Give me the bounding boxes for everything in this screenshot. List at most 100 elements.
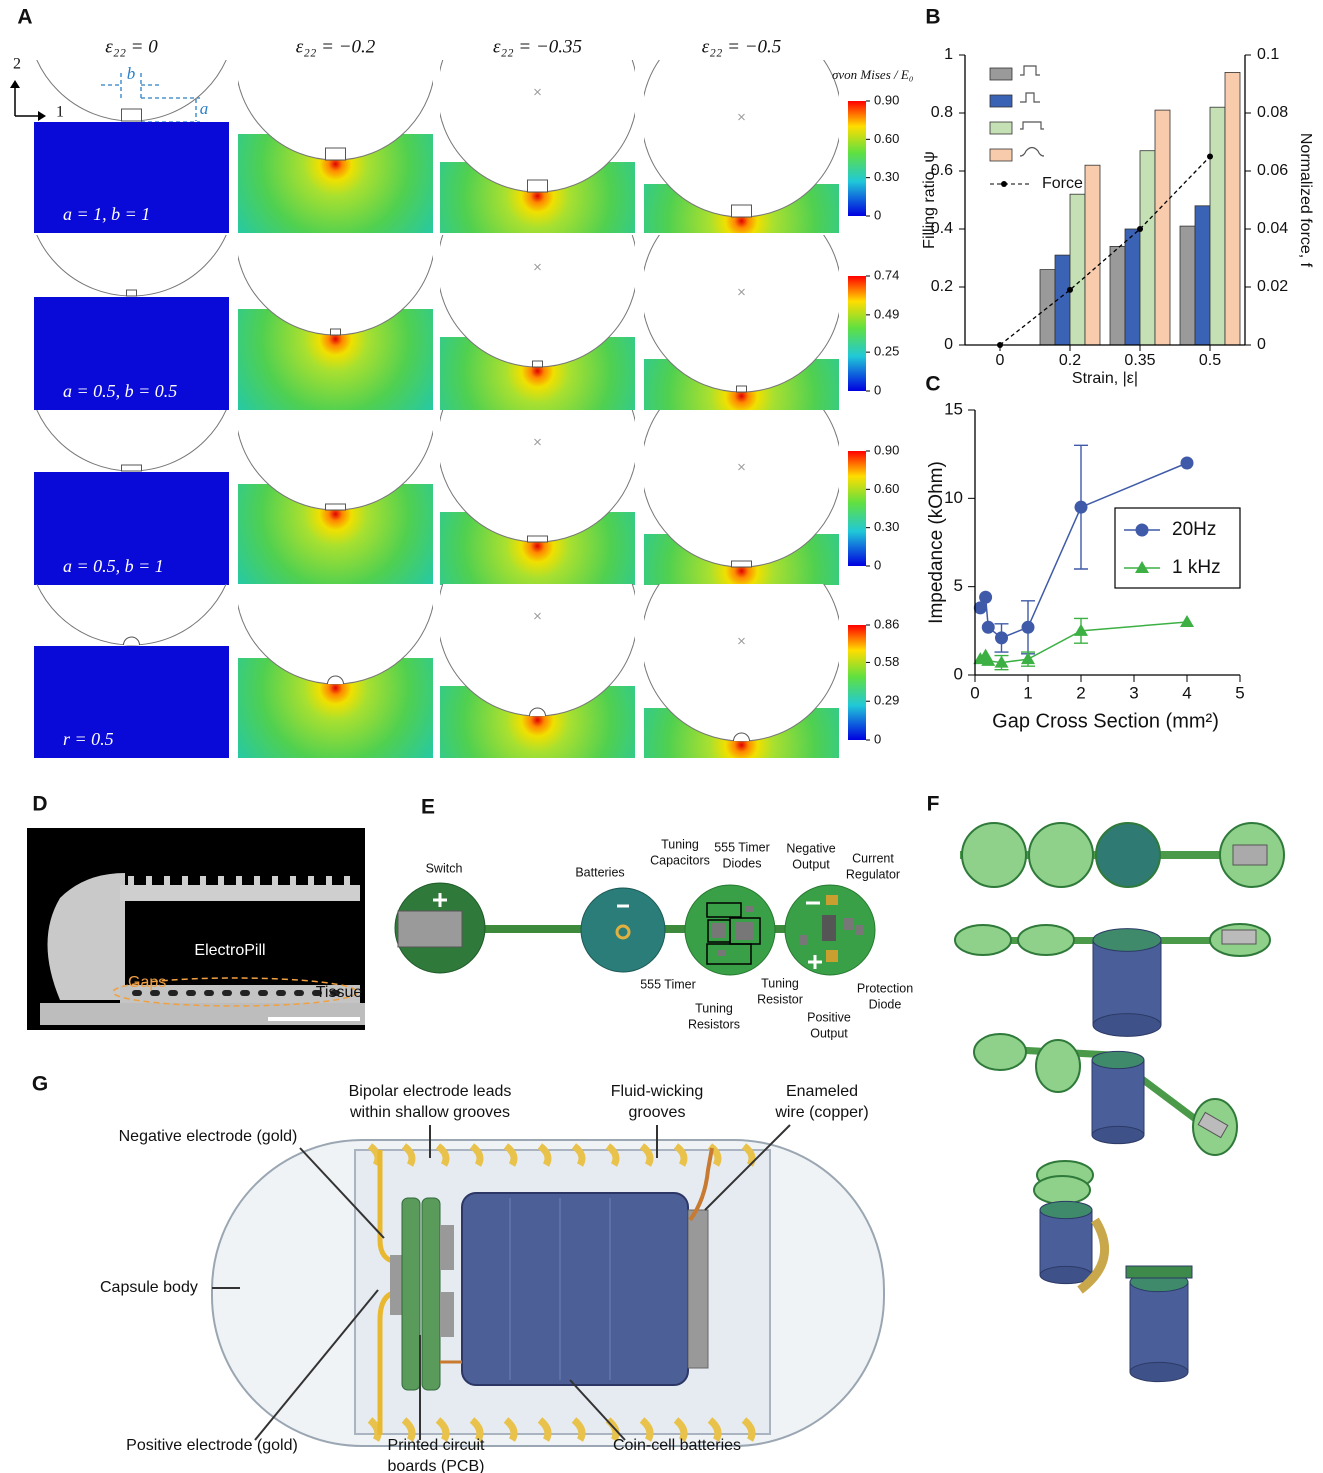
column-header: ε₂₂ = −0.35 [493, 36, 582, 57]
contact-feature [326, 148, 346, 160]
battery-bottom [1130, 1362, 1188, 1381]
marker [1180, 615, 1194, 627]
callout-label: Tuning [661, 837, 699, 851]
groove-tooth [272, 876, 278, 886]
colorbar-tick-label: 0 [874, 731, 881, 746]
gap [294, 990, 304, 996]
callout-label: grooves [629, 1104, 686, 1121]
contact-feature [331, 329, 341, 335]
y-tick-label: 0.8 [931, 104, 953, 121]
x-tick-label: 0.2 [1059, 352, 1081, 369]
figure: ABCDEFGε₂₂ = 0ε₂₂ = −0.2ε₂₂ = −0.35ε₂₂ =… [0, 0, 1323, 1473]
contact-feature [732, 561, 752, 567]
column-header: ε₂₂ = −0.2 [296, 36, 376, 57]
groove-tooth [290, 876, 296, 886]
arrow-head [38, 111, 46, 121]
panel-label: C [925, 373, 940, 396]
callout-label: Diodes [723, 856, 762, 870]
bar [1125, 229, 1140, 345]
dimension-label: a [200, 99, 209, 118]
panel-label: B [925, 6, 940, 29]
battery-bottom [1092, 1126, 1144, 1143]
image-label: ElectroPill [194, 942, 265, 959]
gap [240, 990, 250, 996]
groove-tooth [344, 876, 350, 886]
colorbar-tick-label: 0.90 [874, 92, 899, 107]
y2-tick-label: 0 [1257, 336, 1266, 353]
contact-feature [528, 180, 548, 192]
legend-marker [1136, 524, 1149, 537]
battery [1222, 930, 1256, 944]
colorbar-tick-label: 0.74 [874, 267, 899, 282]
y2-tick-label: 0.08 [1257, 104, 1288, 121]
callout-label: Positive electrode (gold) [126, 1437, 298, 1454]
colorbar-tick-label: 0 [874, 382, 881, 397]
colorbar-tick-label: 0.90 [874, 442, 899, 457]
callout-label: Positive [807, 1010, 851, 1024]
chip [440, 1292, 454, 1337]
callout-label: Capacitors [650, 853, 710, 867]
end-cap [688, 1210, 708, 1368]
colorbar-tick-label: 0.30 [874, 169, 899, 184]
board [955, 925, 1011, 955]
panel-label: A [17, 6, 32, 29]
y-tick-label: 0 [954, 664, 963, 683]
callout-label: Tuning [761, 976, 799, 990]
x-tick-label: 0 [996, 352, 1005, 369]
groove-tooth [200, 876, 206, 886]
panel-label: G [32, 1073, 48, 1096]
y-tick-label: 15 [944, 399, 963, 418]
y2-tick-label: 0.1 [1257, 46, 1279, 63]
bar [1195, 206, 1210, 345]
groove-tooth [254, 876, 260, 886]
callout-label: wire (copper) [774, 1104, 868, 1121]
x-tick-label: 0.35 [1124, 352, 1155, 369]
colorbar-tick-label: 0.29 [874, 693, 899, 708]
gap [276, 990, 286, 996]
marker [982, 621, 995, 634]
legend-label: Force [1042, 175, 1083, 192]
row-label: a = 0.5, b = 0.5 [63, 381, 177, 401]
indenter [438, 0, 638, 192]
fem-cell [438, 0, 638, 233]
bar [1140, 151, 1155, 345]
board [1036, 1040, 1080, 1092]
callout-label: 555 Timer [714, 840, 770, 854]
groove-tooth [164, 876, 170, 886]
page: { "panel_labels": ["A", "B", "C", "D", "… [0, 0, 1323, 1473]
legend-icon [1020, 93, 1040, 102]
callout-label: within shallow grooves [349, 1104, 510, 1121]
gap [222, 990, 232, 996]
legend-marker [1001, 181, 1007, 187]
groove-tooth [128, 876, 134, 886]
contact-feature [124, 637, 140, 645]
axis-label: 2 [13, 56, 21, 73]
battery-bottom [1093, 1014, 1161, 1037]
panel-label: D [32, 793, 47, 816]
board [1034, 1176, 1090, 1204]
colorbar [848, 625, 866, 740]
x-tick-label: 3 [1129, 683, 1138, 702]
callout-label: Resistors [688, 1017, 740, 1031]
callout-label: Negative electrode (gold) [119, 1128, 298, 1145]
callout-label: 555 Timer [640, 977, 696, 991]
y-tick-label: 1 [944, 46, 953, 63]
groove-tooth [326, 876, 332, 886]
battery-cap [1126, 1266, 1192, 1278]
bar [1110, 246, 1125, 345]
board [1096, 823, 1160, 887]
row-label: r = 0.5 [63, 729, 114, 749]
callout-label: Coin-cell batteries [613, 1437, 741, 1454]
callout-label: Switch [426, 861, 463, 875]
callout-label: Printed circuit [388, 1437, 485, 1454]
y-axis-title: Filling ratio, ψ [921, 151, 938, 249]
board [974, 1034, 1026, 1070]
chip [712, 923, 726, 938]
groove-tooth [146, 876, 152, 886]
colorbar [848, 451, 866, 566]
chip [826, 950, 838, 962]
chip [826, 895, 838, 905]
legend-swatch [990, 149, 1012, 161]
board [962, 823, 1026, 887]
contact-feature [732, 205, 752, 217]
